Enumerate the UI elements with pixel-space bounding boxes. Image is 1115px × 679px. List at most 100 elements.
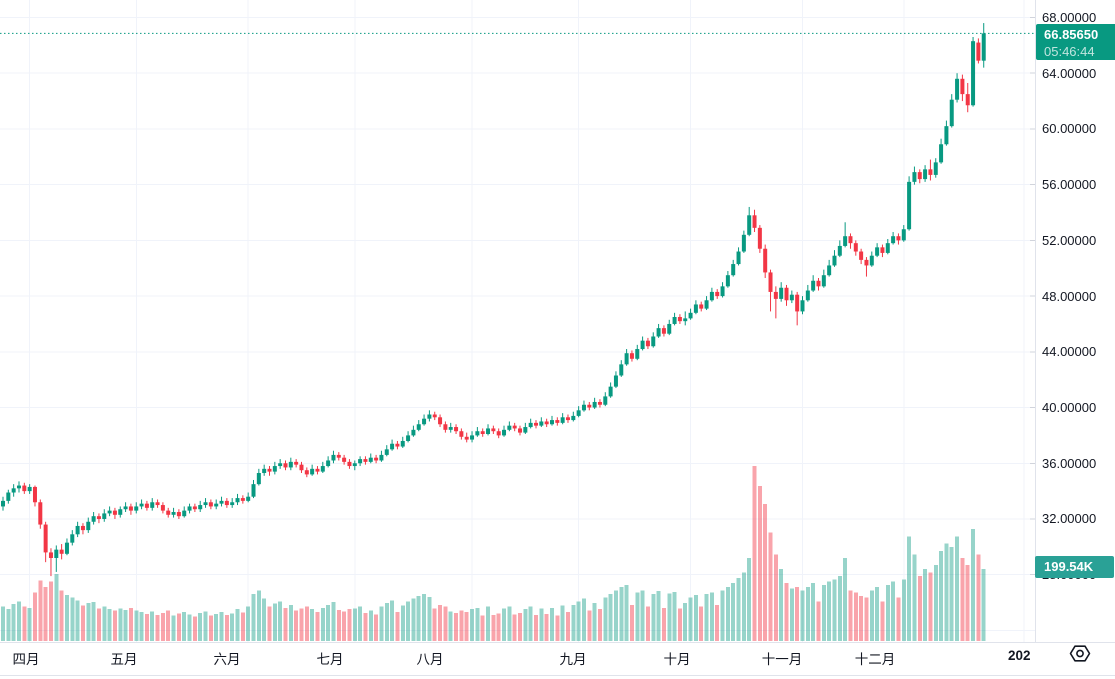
volume-bar xyxy=(1,606,5,641)
volume-bar xyxy=(240,612,245,641)
candle xyxy=(917,172,922,180)
candle xyxy=(230,502,235,506)
candle xyxy=(70,534,75,543)
volume-bar xyxy=(150,611,155,641)
candle xyxy=(219,500,224,504)
candle xyxy=(885,243,890,253)
candle xyxy=(171,512,176,515)
candle xyxy=(438,417,443,425)
candle xyxy=(59,549,64,554)
candle xyxy=(672,316,677,324)
volume-bar xyxy=(6,609,11,641)
settings-icon[interactable] xyxy=(1069,643,1091,664)
price-axis-ticks xyxy=(1030,17,1035,576)
volume-bar xyxy=(635,592,640,641)
candle xyxy=(896,236,901,241)
volume-bar xyxy=(171,615,176,641)
candle xyxy=(91,516,96,522)
last-price-value: 66.85650 xyxy=(1044,27,1099,42)
candle xyxy=(731,264,736,276)
candle xyxy=(432,414,437,418)
candle xyxy=(555,420,560,423)
candle xyxy=(779,287,784,299)
time-axis-year-label: 202 xyxy=(1008,648,1031,663)
volume-bar xyxy=(619,586,624,641)
candle xyxy=(869,255,874,266)
candle xyxy=(645,340,650,347)
volume-bar xyxy=(320,607,325,641)
candle xyxy=(256,473,261,485)
price-axis-label: 56.00000 xyxy=(1042,177,1097,193)
candle xyxy=(358,459,363,464)
volume-bar xyxy=(198,612,203,641)
volume-bar xyxy=(645,606,650,641)
volume-bar xyxy=(43,586,48,641)
volume-bar xyxy=(539,608,544,641)
volume-bar xyxy=(651,594,656,641)
volume-bar xyxy=(331,602,336,641)
candle xyxy=(214,503,219,507)
volume-bar xyxy=(805,586,810,641)
volume-bar xyxy=(571,604,576,641)
volume-bar xyxy=(224,615,229,641)
volume-bar xyxy=(560,605,565,641)
candle xyxy=(123,506,128,510)
candle xyxy=(784,287,789,301)
volume-bar xyxy=(299,608,304,641)
volume-bar xyxy=(256,590,261,641)
price-axis-label: 48.00000 xyxy=(1042,288,1097,304)
volume-bar xyxy=(715,604,720,641)
candle xyxy=(981,33,986,61)
candle xyxy=(192,506,197,510)
candle xyxy=(901,229,906,241)
candle xyxy=(459,431,464,437)
volume-bar xyxy=(784,583,789,641)
candle xyxy=(821,275,826,287)
volume-series xyxy=(1,465,986,641)
candle xyxy=(240,498,245,501)
candle xyxy=(971,41,976,106)
volume-bar xyxy=(315,612,320,641)
volume-bar xyxy=(789,588,794,641)
volume-bar xyxy=(608,594,613,641)
volume-bar xyxy=(107,609,112,641)
candle xyxy=(763,248,768,273)
candle xyxy=(683,318,688,322)
volume-bar xyxy=(597,609,602,641)
candle xyxy=(352,463,357,467)
volume-bar xyxy=(22,606,27,641)
volume-bar xyxy=(752,465,757,641)
volume-bar xyxy=(901,579,906,641)
candle xyxy=(848,236,853,244)
volume-bar xyxy=(677,608,682,641)
candle xyxy=(960,78,965,95)
volume-bar xyxy=(427,596,432,641)
volume-bar xyxy=(629,604,634,641)
volume-bar xyxy=(374,614,379,641)
candle xyxy=(608,386,613,397)
volume-bar xyxy=(400,605,405,641)
volume-bar xyxy=(443,606,448,641)
candle xyxy=(512,425,517,429)
volume-bar xyxy=(326,604,331,641)
candle xyxy=(310,468,315,475)
candle xyxy=(773,291,778,299)
candle xyxy=(661,328,666,334)
candle xyxy=(768,272,773,292)
volume-bar xyxy=(725,586,730,641)
candle xyxy=(976,42,981,61)
volume-bar xyxy=(486,606,491,641)
volume-bar xyxy=(11,604,16,641)
volume-bar xyxy=(54,574,59,641)
volume-bar xyxy=(459,610,464,641)
volume-bar xyxy=(112,610,117,641)
volume-bar xyxy=(368,610,373,641)
volume-bar xyxy=(59,590,64,641)
last-price-label: 66.85650 05:46:44 xyxy=(1036,24,1115,60)
volume-bar xyxy=(75,600,80,641)
candle xyxy=(251,484,256,497)
candle xyxy=(688,312,693,319)
candle xyxy=(347,461,352,467)
